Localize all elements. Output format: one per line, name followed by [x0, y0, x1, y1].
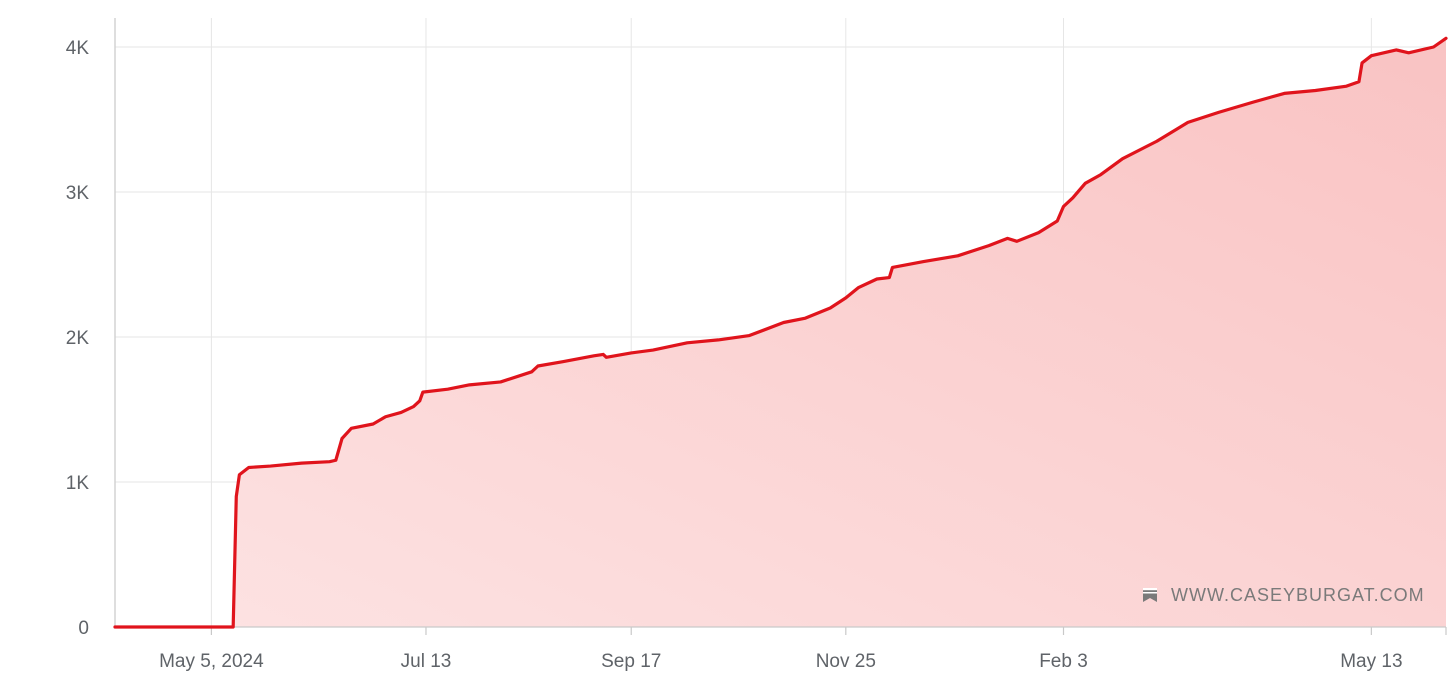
watermark-text: WWW.CASEYBURGAT.COM [1171, 585, 1425, 605]
series-line-0 [113, 36, 1448, 629]
x-tick-label-5: May 13 [1340, 651, 1402, 672]
tick-labels: 0 1K 2K 3K 4K May 5, 2024 Jul 13 Sep 17 Nov 25 Fe… [66, 38, 1403, 672]
x-tick-label-2: Sep 17 [601, 651, 661, 672]
x-tick-label-1: Jul 13 [401, 651, 452, 672]
x-tick-label-0: May 5, 2024 [159, 651, 264, 672]
watermark: WWW.CASEYBURGAT.COM [1143, 585, 1425, 605]
y-tick-label-1: 1K [66, 473, 90, 494]
y-tick-label-3: 3K [66, 183, 90, 204]
area-fill-layer [115, 38, 1446, 628]
series-area-0 [115, 38, 1446, 628]
axes [114, 18, 1447, 635]
bookmark-icon [1143, 588, 1157, 602]
y-tick-label-4: 4K [66, 38, 90, 59]
x-tick-label-4: Feb 3 [1039, 651, 1088, 672]
y-tick-label-2: 2K [66, 328, 90, 349]
x-tick-label-3: Nov 25 [816, 651, 876, 672]
series-line-layer [113, 36, 1448, 629]
y-tick-label-0: 0 [78, 618, 89, 639]
